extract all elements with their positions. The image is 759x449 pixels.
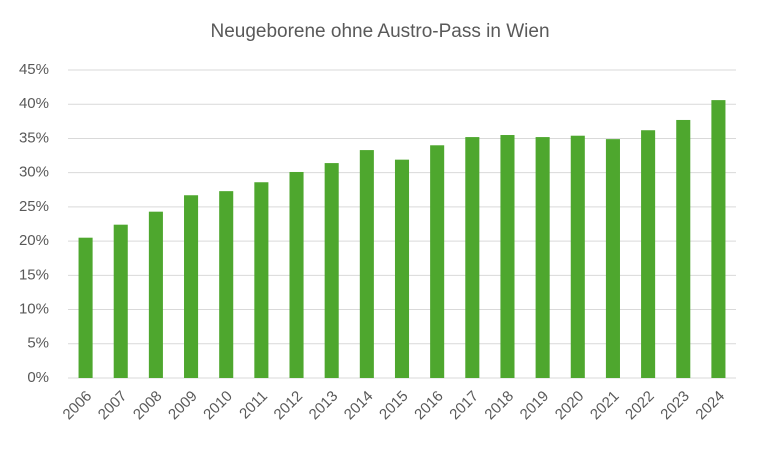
bar [359,150,374,378]
bar [430,145,445,378]
bar [605,139,620,378]
bar [184,195,199,378]
y-tick-label: 0% [27,369,49,386]
bar [219,191,234,378]
bar [394,159,410,378]
bar [465,137,480,378]
y-tick-label: 35% [19,129,49,146]
bar [148,211,163,378]
bar [641,130,656,378]
bar [78,237,93,378]
chart-title: Neugeborene ohne Austro-Pass in Wien [210,21,549,42]
bar [711,100,726,379]
y-tick-label: 5% [27,335,49,352]
bar [500,135,515,378]
y-tick-label: 15% [19,266,49,283]
y-tick-label: 30% [19,164,49,181]
bar [535,137,550,378]
bar [676,119,691,378]
bar [113,224,128,378]
bar [289,171,304,378]
bar [570,135,585,378]
y-tick-label: 40% [19,95,49,112]
y-tick-label: 10% [19,301,49,318]
y-tick-label: 45% [19,61,49,78]
bar [254,182,269,378]
bar [324,163,339,378]
y-tick-label: 20% [19,232,49,249]
y-tick-label: 25% [19,198,49,215]
